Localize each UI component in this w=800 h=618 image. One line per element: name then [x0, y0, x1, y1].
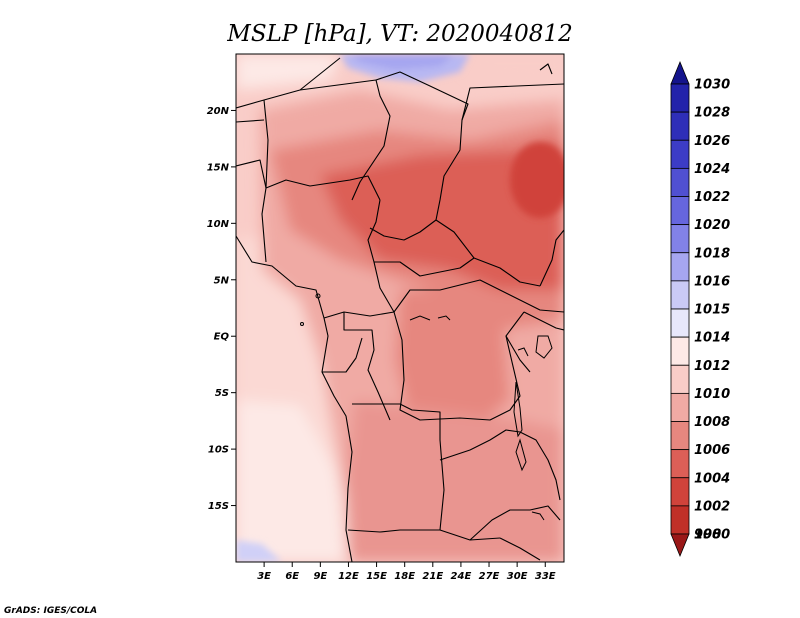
- latitude-axis: 20N 15N 10N 5N EQ 5S 10S 15S: [207, 106, 236, 512]
- colorbar-label: 1024: [694, 162, 730, 177]
- colorbar: 1030 1028 1026 1024 1022 1020 1018 1016 1015 1014…: [670, 60, 730, 558]
- lat-tick-label: EQ: [214, 332, 230, 343]
- colorbar-label: 1026: [694, 134, 730, 149]
- colorbar-label: 1020: [694, 218, 730, 233]
- colorbar-swatch: [670, 224, 690, 254]
- colorbar-label: 1004: [694, 471, 730, 486]
- lat-tick-label: 5S: [215, 388, 229, 399]
- colorbar-label: 1002: [694, 499, 730, 514]
- colorbar-label: 1012: [694, 359, 730, 374]
- lat-tick-label: 15S: [208, 501, 229, 512]
- lon-tick-label: 30E: [507, 571, 528, 582]
- lat-tick-label: 10N: [207, 219, 230, 230]
- colorbar-swatch: [670, 392, 690, 422]
- lon-tick-label: 21E: [422, 571, 443, 582]
- lon-tick-label: 18E: [394, 571, 415, 582]
- lat-tick-label: 15N: [207, 162, 230, 173]
- lat-tick-label: 20N: [207, 106, 230, 117]
- colorbar-label: 1000: [694, 528, 730, 543]
- colorbar-label: 998: [694, 528, 721, 543]
- lat-tick-label: 10S: [208, 445, 229, 456]
- colorbar-swatch: [670, 139, 690, 169]
- colorbar-swatch: [670, 421, 690, 451]
- lon-tick-label: 33E: [535, 571, 556, 582]
- map-title: MSLP [hPa], VT: 2020040812: [226, 21, 572, 47]
- colorbar-swatch: [670, 449, 690, 479]
- pressure-field: [236, 54, 564, 562]
- lon-tick-label: 3E: [257, 571, 271, 582]
- colorbar-label: 1030: [694, 78, 730, 93]
- lat-tick-label: 5N: [214, 275, 230, 286]
- lon-tick-label: 15E: [366, 571, 387, 582]
- colorbar-bottom-cap: [670, 533, 690, 558]
- lon-tick-label: 12E: [338, 571, 359, 582]
- credit-text: GrADS: IGES/COLA: [4, 606, 97, 616]
- high-pressure-patch-southwest: [236, 540, 282, 562]
- colorbar-swatch: [670, 252, 690, 282]
- colorbar-swatch: [670, 167, 690, 197]
- colorbar-label: 1008: [694, 415, 730, 430]
- colorbar-label: 1006: [694, 443, 730, 458]
- colorbar-swatch: [670, 336, 690, 366]
- country-borders: [236, 57, 564, 562]
- colorbar-label: 1015: [694, 303, 730, 318]
- longitude-axis: 3E 6E 9E 12E 15E 18E 21E 24E 27E 30E 33E: [257, 562, 556, 582]
- lon-tick-label: 24E: [451, 571, 472, 582]
- colorbar-top-cap: [670, 60, 690, 85]
- colorbar-swatch: [670, 308, 690, 338]
- map-frame: [235, 53, 565, 563]
- low-pressure-core-east: [510, 142, 564, 218]
- colorbar-label: 1028: [694, 106, 730, 121]
- colorbar-swatch: [670, 111, 690, 141]
- lakes: [300, 293, 553, 521]
- colorbar-label: 1022: [694, 190, 730, 205]
- colorbar-label: 1018: [694, 246, 730, 261]
- colorbar-swatch: [670, 364, 690, 394]
- colorbar-label: 1016: [694, 274, 730, 289]
- colorbar-label: 1014: [694, 331, 730, 346]
- lon-tick-label: 27E: [479, 571, 500, 582]
- colorbar-swatch: [670, 83, 690, 113]
- lon-tick-label: 9E: [313, 571, 327, 582]
- colorbar-swatch: [670, 477, 690, 507]
- colorbar-label: 1010: [694, 387, 730, 402]
- colorbar-swatch: [670, 505, 690, 535]
- colorbar-swatch: [670, 280, 690, 310]
- lon-tick-label: 6E: [285, 571, 299, 582]
- colorbar-swatch: [670, 196, 690, 226]
